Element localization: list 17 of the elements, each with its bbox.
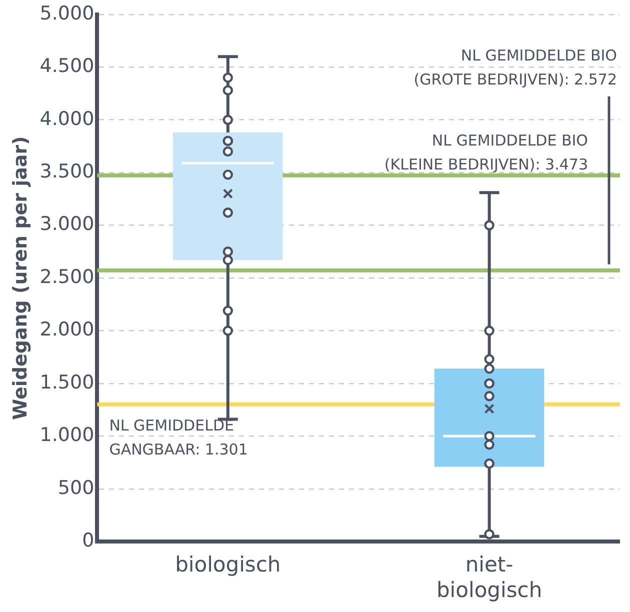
y-tick-label: 5.000 [40,2,94,24]
y-tick-label: 4.000 [40,108,94,130]
ref-line-label: NL GEMIDDELDE BIO (KLEINE BEDRIJVEN): 3.473 [384,131,588,174]
y-tick-label: 1.500 [40,371,94,394]
y-tick-label: 0 [82,530,94,552]
y-tick-label: 2.000 [40,318,94,341]
x-tick-label: niet-biologisch [436,552,542,602]
y-tick-label: 4.500 [40,55,94,78]
y-tick-label: 3.000 [40,213,94,236]
y-axis-title: Weidegang (uren per jaar) [9,136,32,420]
y-tick-label: 2.500 [40,266,94,288]
y-tick-label: 1.000 [40,424,94,446]
ref-line-label: NL GEMIDDELDE GANGBAAR: 1.301 [109,416,248,458]
y-tick-label: 500 [58,476,94,499]
ref-line-label: NL GEMIDDELDE BIO (GROTE BEDRIJVEN): 2.572 [414,46,617,88]
y-tick-label: 3.500 [40,160,94,182]
x-tick-label: biologisch [175,552,281,577]
